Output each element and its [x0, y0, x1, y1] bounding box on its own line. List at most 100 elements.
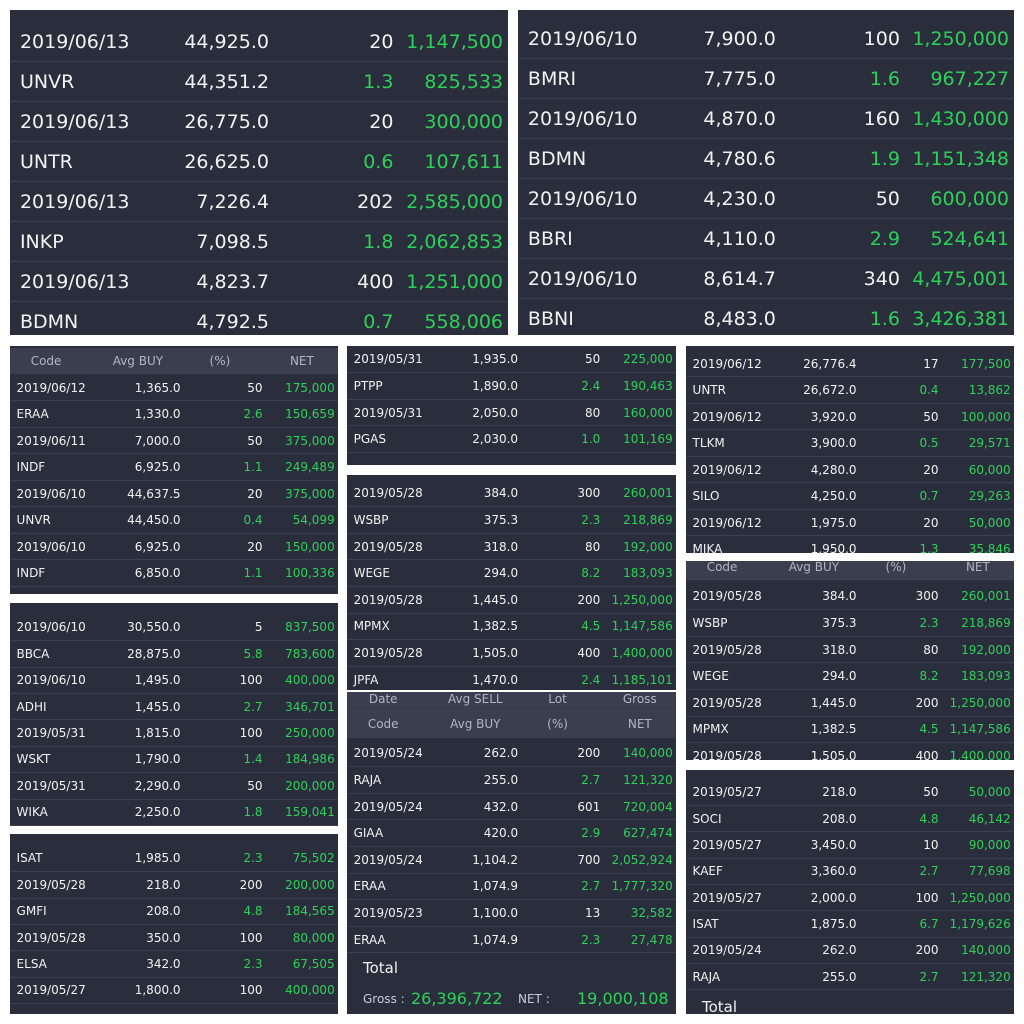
cell: 1,975.0 [810, 515, 857, 530]
cell: 8,483.0 [703, 307, 776, 330]
cell: 6,925.0 [134, 539, 181, 554]
cell: 50 [585, 352, 601, 367]
cell: 100 [239, 983, 263, 998]
cell: 1.6 [869, 307, 900, 330]
cell: 2,052,924 [611, 852, 673, 867]
total-net: 19,000,108 [577, 989, 669, 1009]
cell: 1,250,000 [949, 890, 1011, 905]
cell: 1,250,000 [912, 27, 1010, 50]
cell: 967,227 [930, 67, 1010, 90]
cell: 218,869 [961, 616, 1011, 631]
cell: 375,000 [285, 486, 335, 501]
row: BMRI 7,775.0 1.6 967,227 [518, 59, 1014, 99]
row: 2019/06/10 7,900.0 100 1,250,000 [518, 19, 1014, 59]
cell: 17 [923, 356, 939, 371]
cell: 1,250,000 [949, 695, 1011, 710]
cell: 13,862 [968, 383, 1011, 397]
cell: 1,074.9 [472, 879, 519, 894]
row: 2019/05/27 2,000.0 100 1,250,000 [686, 885, 1014, 912]
cell: BDMN [527, 147, 587, 170]
row: BBRI 4,110.0 2.9 524,641 [518, 219, 1014, 259]
cell: 2.6 [243, 407, 263, 421]
cell: 342.0 [146, 957, 181, 972]
cell: 1,495.0 [134, 673, 181, 688]
cell: RAJA [692, 969, 721, 984]
header-cell: Code [367, 717, 399, 732]
panel: 2019/05/27 218.0 50 50,000 SOCI 208.0 4.8 46,14… [686, 770, 1014, 1014]
cell: 1,470.0 [472, 672, 519, 687]
panel: Code Avg BUY (%) NET 2019/06/12 1,365.0 50 175,… [10, 346, 338, 594]
row: 2019/06/10 30,550.0 5 837,500 [10, 615, 338, 642]
row: 2019/05/28 384.0 300 260,001 [347, 481, 676, 508]
cell: 1,382.5 [472, 619, 519, 634]
cell: 300 [915, 589, 939, 604]
cell: 44,925.0 [184, 30, 269, 53]
row: ADHI 1,455.0 2.7 346,701 [10, 694, 338, 721]
cell: 20 [923, 462, 939, 477]
cell: 225,000 [623, 352, 673, 367]
cell: 2,030.0 [472, 432, 519, 447]
row: 2019/06/13 26,775.0 20 300,000 [10, 102, 508, 142]
row: MIKA 1,950.0 1.3 35,846 [686, 536, 1014, 553]
cell: 32,582 [630, 906, 673, 921]
total-gross-label: Gross : [363, 991, 405, 1006]
cell: BDMN [19, 310, 79, 333]
cell: 80 [585, 405, 601, 420]
row: ISAT 1,985.0 2.3 75,502 [10, 846, 338, 873]
cell: 2019/06/12 [16, 380, 86, 395]
cell: INDF [16, 460, 46, 474]
total-title: Total [702, 998, 738, 1014]
cell: 2.3 [581, 932, 601, 947]
cell: 260,001 [961, 589, 1011, 604]
cell: 1.1 [243, 460, 263, 474]
cell: 159,041 [285, 805, 335, 820]
cell: 27,478 [630, 932, 673, 947]
row: 2019/06/13 7,226.4 202 2,585,000 [10, 182, 508, 222]
cell: 28,875.0 [127, 646, 181, 661]
cell: 400,000 [285, 673, 335, 688]
cell: 121,320 [961, 969, 1011, 984]
row: GMFI 208.0 4.8 184,565 [10, 899, 338, 925]
cell: 218,869 [623, 513, 673, 528]
cell: 1,935.0 [472, 352, 519, 367]
row: 2019/06/12 4,280.0 20 60,000 [686, 457, 1014, 484]
cell: 1,151,348 [912, 147, 1010, 170]
cell: 200 [915, 943, 939, 958]
row: 2019/05/28 318.0 80 192,000 [347, 534, 676, 561]
cell: 121,320 [623, 773, 673, 788]
cell: 1.4 [243, 752, 263, 767]
cell: 4,230.0 [703, 187, 776, 210]
cell: 783,600 [285, 646, 335, 661]
cell: 2.4 [581, 672, 601, 687]
cell: 1.8 [243, 805, 263, 820]
cell: 2.3 [243, 851, 263, 866]
cell: 825,533 [424, 70, 503, 93]
cell: 2019/05/27 [692, 838, 762, 853]
cell: INKP [19, 230, 64, 253]
header-row: Code Avg BUY (%) NET [10, 347, 338, 375]
panel: Code Avg BUY (%) NET 2019/05/28 384.0 300 260,0… [686, 561, 1014, 760]
cell: 0.4 [919, 383, 939, 397]
row: 2019/06/13 44,925.0 20 1,147,500 [10, 22, 508, 62]
cell: 262.0 [483, 746, 519, 761]
cell: 1,455.0 [134, 699, 181, 714]
cell: 400 [357, 270, 394, 293]
cell: 1,985.0 [134, 851, 181, 866]
cell: 183,093 [961, 669, 1011, 684]
header-cell: NET [965, 561, 990, 574]
cell: 30,550.0 [127, 620, 181, 635]
cell: BBRI [527, 227, 573, 250]
row: 2019/06/10 6,925.0 20 150,000 [10, 534, 338, 561]
cell: 7,098.5 [196, 230, 269, 253]
cell: 26,672.0 [803, 383, 857, 397]
row: SILO 4,250.0 0.7 29,263 [686, 483, 1014, 510]
cell: BBNI [527, 307, 574, 330]
row: 2019/05/31 2,290.0 50 200,000 [10, 773, 338, 800]
cell: 35,846 [968, 542, 1011, 553]
cell: 1,875.0 [810, 916, 857, 931]
cell: 2019/06/10 [16, 620, 86, 635]
row: UNTR 26,672.0 0.4 13,862 [686, 377, 1014, 404]
cell: 44,450.0 [127, 513, 181, 527]
cell: PTPP [353, 379, 383, 394]
cell: 50,000 [968, 515, 1011, 530]
